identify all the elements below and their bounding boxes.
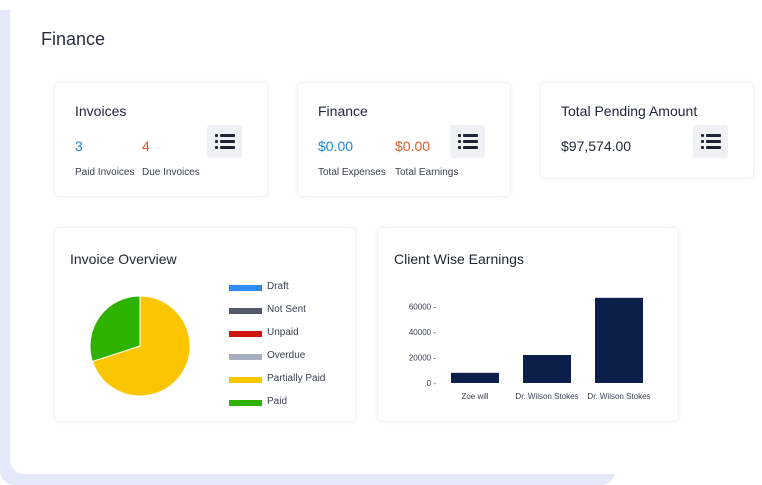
legend-swatch: [229, 377, 262, 383]
total-earnings-label: Total Earnings: [395, 167, 459, 178]
invoices-menu-button[interactable]: [207, 125, 242, 158]
client-earnings-bar-chart: 0 - 20000 - 40000 - 60000 - Zoe will Dr. Wil…: [409, 297, 651, 401]
legend-swatch: [229, 331, 262, 337]
y-tick-label: 60000 -: [409, 303, 436, 312]
due-invoices-count: 4: [142, 138, 150, 154]
bar-1[interactable]: [523, 355, 571, 383]
legend-swatch: [229, 285, 262, 291]
legend-label: Not Sent: [267, 304, 306, 315]
legend-swatch: [229, 354, 262, 360]
pending-amount-card: Total Pending Amount $97,574.00: [540, 82, 754, 179]
x-tick-label: Dr. Wilson Stokes: [515, 392, 578, 401]
total-expenses-label: Total Expenses: [318, 167, 386, 178]
invoice-overview-title: Invoice Overview: [70, 251, 177, 267]
invoice-pie-chart: [89, 295, 191, 397]
invoices-card-title: Invoices: [75, 103, 127, 119]
finance-menu-button[interactable]: [450, 125, 485, 158]
y-tick-label: 0 -: [427, 379, 437, 388]
pie-slice-paid[interactable]: [89, 295, 141, 363]
bar-0[interactable]: [451, 372, 499, 383]
legend-label: Overdue: [267, 350, 306, 361]
pending-amount-card-title: Total Pending Amount: [561, 103, 698, 119]
invoice-overview-card: Invoice Overview Draft Not Sent Unpaid Over…: [54, 227, 356, 422]
total-expenses-value: $0.00: [318, 138, 354, 154]
finance-card: Finance $0.00 $0.00 Total Expenses Total…: [297, 82, 511, 197]
y-tick-label: 40000 -: [409, 328, 436, 337]
due-invoices-label: Due Invoices: [142, 167, 200, 178]
page-title: Finance: [41, 29, 106, 49]
paid-invoices-count: 3: [75, 138, 83, 154]
client-earnings-card: Client Wise Earnings 0 - 20000 - 40000 - 60…: [377, 227, 679, 422]
legend-swatch: [229, 308, 262, 314]
pie-slice-partially-paid[interactable]: [91, 295, 191, 397]
bar-2[interactable]: [595, 297, 643, 383]
client-earnings-title: Client Wise Earnings: [394, 251, 524, 267]
legend-label: Draft: [267, 281, 289, 292]
invoices-card: Invoices 3 4 Paid Invoices Due Invoices: [54, 82, 268, 197]
pending-amount-value: $97,574.00: [561, 138, 632, 154]
total-earnings-value: $0.00: [395, 138, 431, 154]
paid-invoices-label: Paid Invoices: [75, 167, 135, 178]
x-tick-label: Dr. Wilson Stokes: [587, 392, 650, 401]
finance-card-title: Finance: [318, 103, 368, 119]
pending-menu-button[interactable]: [693, 125, 728, 158]
legend-swatch: [229, 400, 262, 406]
y-tick-label: 20000 -: [409, 354, 436, 363]
legend-label: Partially Paid: [267, 373, 326, 384]
x-tick-label: Zoe will: [461, 392, 488, 401]
legend-label: Unpaid: [267, 327, 299, 338]
legend-label: Paid: [267, 396, 288, 407]
